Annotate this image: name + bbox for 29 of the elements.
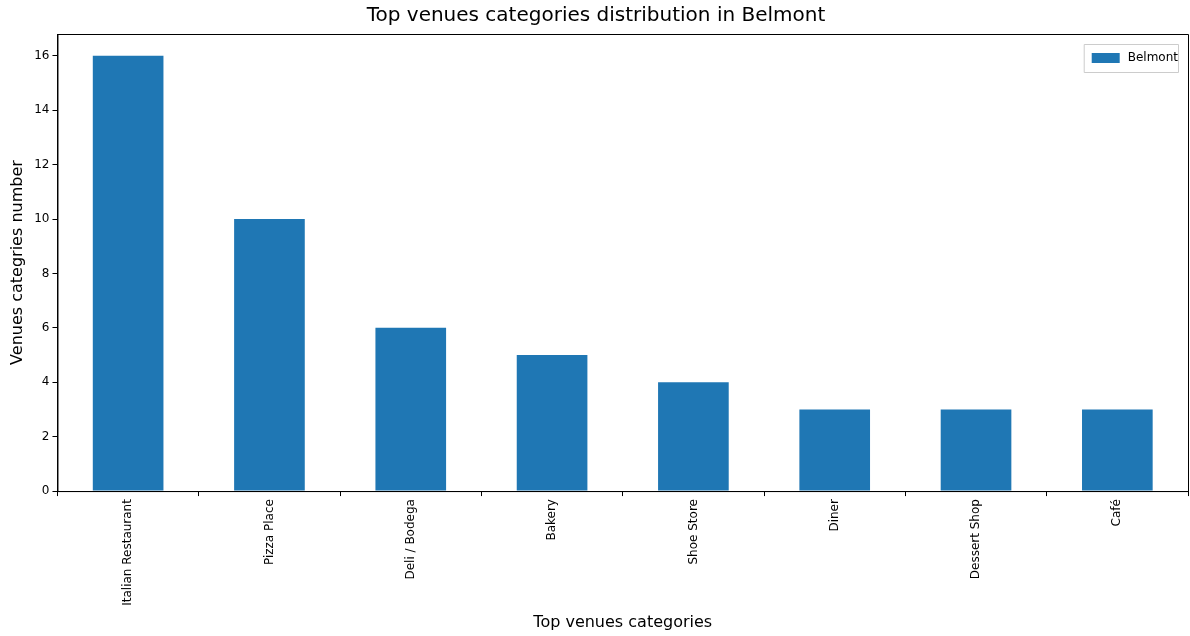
y-tick-label: 8 [41, 265, 50, 280]
x-tick-label: Dessert Shop [968, 499, 983, 580]
x-tick-label: Bakery [544, 499, 559, 541]
x-tick-label: Italian Restaurant [120, 498, 135, 606]
y-tick-label: 0 [41, 483, 50, 498]
x-axis-title: Top venues categories [532, 611, 713, 631]
y-tick-label: 2 [41, 428, 50, 443]
y-tick-label: 10 [34, 211, 50, 226]
bar [799, 409, 871, 491]
y-tick-label: 4 [41, 374, 50, 389]
x-tick-label: Shoe Store [685, 499, 700, 565]
y-tick-label: 14 [34, 102, 50, 117]
y-axis-title: Venues categries number [6, 159, 26, 365]
bar [234, 219, 305, 491]
y-tick-label: 6 [41, 319, 50, 334]
x-tick-label: Diner [826, 499, 841, 532]
bar [375, 327, 447, 491]
legend-label: Belmont [1127, 50, 1179, 65]
bar [658, 382, 729, 491]
y-tick-label: 12 [34, 156, 50, 171]
x-tick-label: Deli / Bodega [402, 499, 417, 580]
x-tick-label: Pizza Place [261, 499, 276, 566]
bar [516, 355, 588, 491]
y-tick-label: 16 [34, 47, 50, 62]
bar [1082, 409, 1153, 491]
chart-title: Top venues categories distribution in Belmont [365, 2, 826, 27]
bar [940, 409, 1012, 491]
x-tick-label: Café [1109, 499, 1124, 527]
bar [92, 55, 164, 491]
